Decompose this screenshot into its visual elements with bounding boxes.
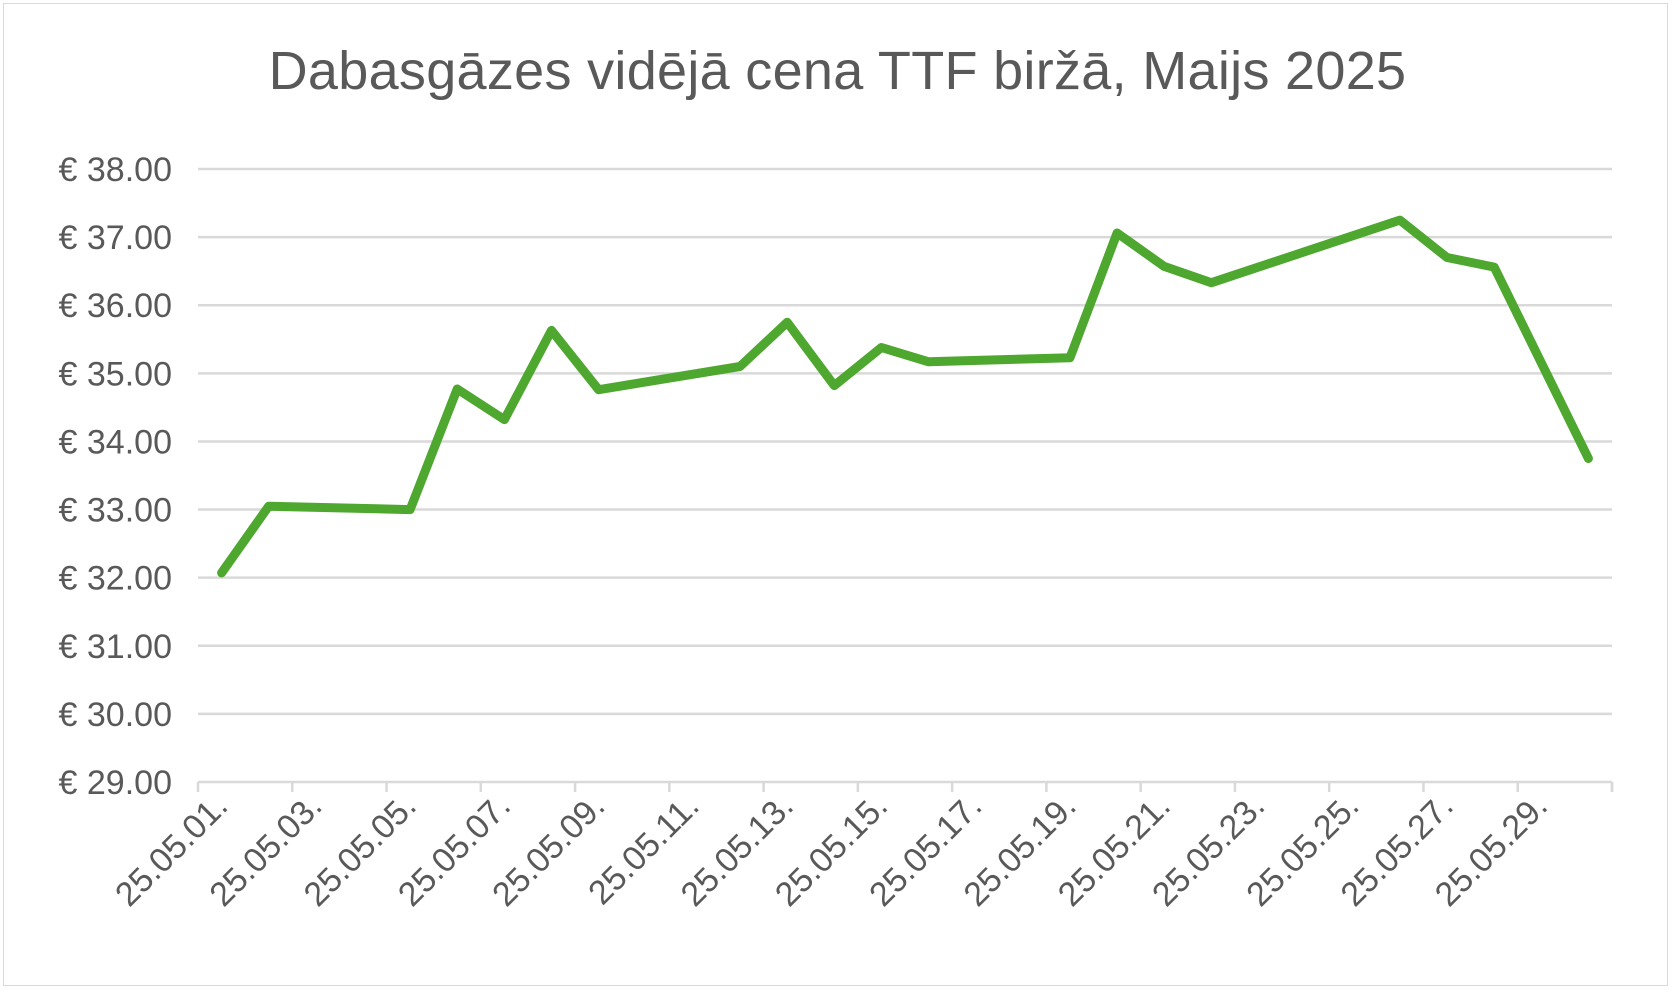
chart-frame [3, 3, 1668, 986]
x-axis-labels: 25.05.01.25.05.03.25.05.05.25.05.07.25.0… [108, 787, 1555, 914]
y-tick-label: € 38.00 [59, 151, 172, 189]
y-tick-label: € 32.00 [59, 560, 172, 598]
y-axis-labels: € 29.00 € 30.00 € 31.00 € 32.00 € 33.00 € 34.… [59, 151, 172, 802]
y-tick-label: € 34.00 [59, 423, 172, 461]
series-layer [217, 215, 1593, 578]
chart-title: Dabasgāzes vidējā cena TTF biržā, Maijs … [268, 41, 1407, 101]
y-tick-label: € 31.00 [59, 628, 172, 666]
x-axis [196, 780, 1614, 792]
y-tick-label: € 35.00 [59, 355, 172, 393]
y-tick-label: € 30.00 [59, 696, 172, 734]
y-tick-label: € 33.00 [59, 492, 172, 530]
gridlines [198, 167, 1612, 716]
y-tick-label: € 29.00 [59, 764, 172, 802]
y-tick-label: € 36.00 [59, 287, 172, 325]
y-tick-label: € 37.00 [59, 219, 172, 257]
series-line [217, 215, 1593, 578]
